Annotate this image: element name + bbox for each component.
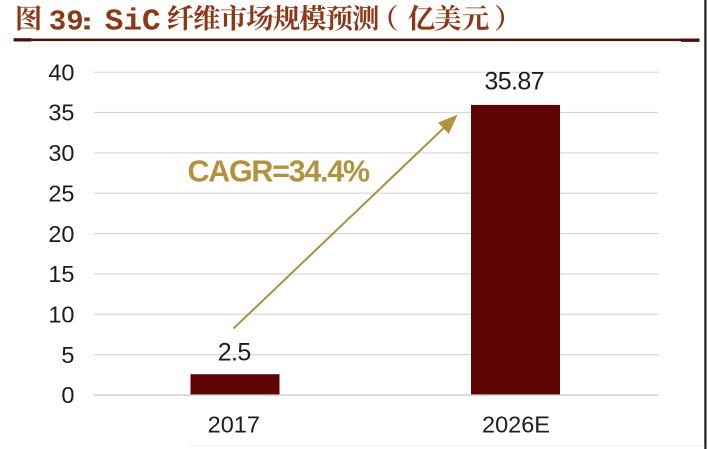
svg-text:20: 20 — [48, 221, 74, 247]
svg-text:0: 0 — [61, 382, 74, 408]
svg-text:2026E: 2026E — [482, 411, 550, 437]
svg-text:35.87: 35.87 — [484, 67, 544, 95]
svg-text:39: 39 — [49, 5, 84, 38]
svg-text:CAGR=34.4%: CAGR=34.4% — [188, 154, 371, 188]
svg-text:40: 40 — [48, 59, 74, 85]
svg-text:10: 10 — [48, 302, 74, 328]
svg-text:25: 25 — [48, 180, 74, 206]
svg-text:35: 35 — [48, 100, 74, 126]
svg-text:15: 15 — [48, 261, 74, 287]
svg-text:5: 5 — [61, 342, 74, 368]
svg-text:2.5: 2.5 — [218, 338, 251, 366]
svg-text:30: 30 — [48, 140, 74, 166]
svg-text:SiC: SiC — [105, 4, 161, 39]
svg-text:2017: 2017 — [208, 411, 260, 437]
